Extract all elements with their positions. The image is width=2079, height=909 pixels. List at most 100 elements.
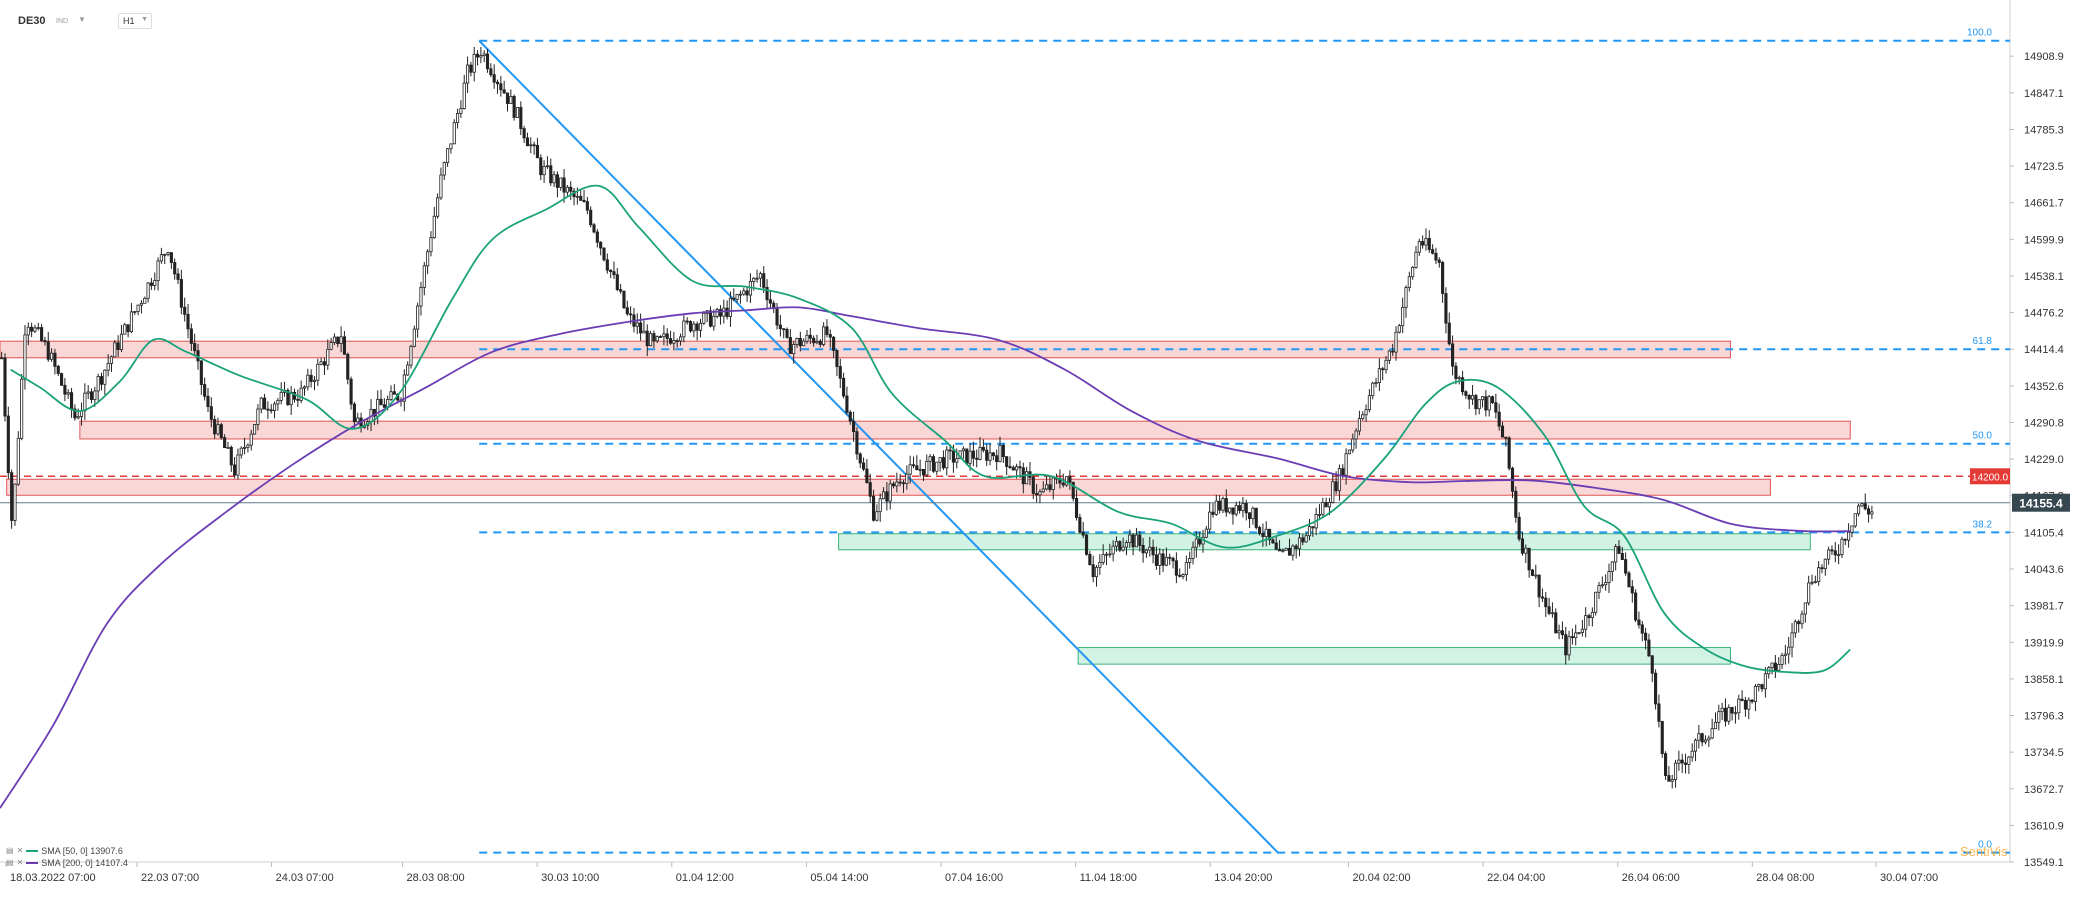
candle-body <box>485 53 490 70</box>
candle-body <box>406 364 410 376</box>
candle-body <box>1384 359 1388 371</box>
close-icon[interactable]: ✕ <box>16 858 24 867</box>
candle-body <box>1770 662 1774 669</box>
candle-body <box>895 481 899 487</box>
candle-body <box>798 338 802 347</box>
candle-body <box>173 262 177 275</box>
candle-body <box>179 279 183 308</box>
candle-body <box>30 326 34 332</box>
candle-body <box>223 437 227 449</box>
time-tick-label: 28.04 08:00 <box>1756 872 1814 884</box>
candle-body <box>935 461 939 472</box>
candle-body <box>1820 567 1824 570</box>
candle-body <box>1431 249 1435 254</box>
candle-body <box>1041 488 1045 493</box>
candle-body <box>599 241 603 249</box>
candle-body <box>209 406 213 420</box>
candle-body <box>1035 493 1039 496</box>
candle-body <box>1248 512 1252 520</box>
candle-body <box>1154 554 1158 566</box>
chevron-down-icon[interactable]: ▼ <box>78 15 86 24</box>
resistance-zone <box>0 340 1731 359</box>
candle-body <box>635 322 639 327</box>
candle-body <box>1174 560 1178 576</box>
candle-body <box>133 311 137 313</box>
candle-body <box>1457 377 1461 380</box>
candle-body <box>109 356 114 364</box>
candle-body <box>53 352 57 367</box>
candle-body <box>352 403 356 423</box>
symbol-label[interactable]: DE30 <box>18 15 46 27</box>
candle-body <box>695 323 699 331</box>
candle-body <box>1321 502 1325 515</box>
candle-body <box>306 374 310 388</box>
candle-body <box>1640 624 1644 634</box>
candle-body <box>462 82 466 109</box>
candle-body <box>143 297 147 304</box>
close-icon[interactable]: ✕ <box>16 846 24 855</box>
support-zone <box>1077 647 1731 665</box>
price-tick-label: 14785.3 <box>2024 124 2064 136</box>
candle-body <box>1228 507 1232 513</box>
candle-body <box>1697 733 1701 741</box>
candle-body <box>1823 558 1827 570</box>
candle-body <box>1341 468 1345 476</box>
candle-body <box>1817 567 1821 583</box>
candle-body <box>582 199 586 202</box>
candle-body <box>1241 503 1245 511</box>
candle-body <box>1134 534 1139 548</box>
candle-body <box>1467 395 1471 400</box>
candle-body <box>409 345 413 366</box>
candle-body <box>925 460 929 476</box>
candle-body <box>951 450 955 463</box>
candle-body <box>1397 325 1401 333</box>
candle-body <box>392 391 396 395</box>
timeframe-select[interactable]: H1 ▼ <box>118 13 152 29</box>
candle-body <box>891 483 896 487</box>
candle-body <box>216 424 220 435</box>
legend-row-sma50[interactable]: ▤ ✕ SMA [50, 0] 13907.6 <box>6 845 128 857</box>
candle-body <box>1427 238 1431 250</box>
candle-body <box>965 448 969 464</box>
sma200-swatch <box>26 862 39 864</box>
legend-row-sma200[interactable]: ▤ ✕ SMA [200, 0] 14107.4 <box>6 857 128 869</box>
candle-body <box>832 336 836 351</box>
candle-body <box>1830 549 1834 552</box>
settings-icon[interactable]: ▤ <box>6 846 14 855</box>
candle-body <box>622 290 626 309</box>
candle-body <box>272 403 277 411</box>
candle-body <box>1644 632 1648 641</box>
time-tick-label: 26.04 06:00 <box>1622 872 1680 884</box>
candle-body <box>565 186 569 193</box>
chevron-down-icon[interactable]: ▼ <box>141 16 148 23</box>
candle-body <box>1574 632 1578 639</box>
candle-body <box>1727 707 1731 722</box>
candle-body <box>812 337 816 344</box>
fibonacci-level-label: 0.0 <box>1978 840 1992 851</box>
candle-body <box>1164 556 1168 566</box>
candle-body <box>276 399 280 405</box>
price-tick-label: 14290.8 <box>2024 417 2064 429</box>
candle-body <box>56 365 60 374</box>
candle-body <box>1620 553 1624 560</box>
legend-label-sma200: SMA [200, 0] 14107.4 <box>41 858 128 868</box>
settings-icon[interactable]: ▤ <box>6 858 14 867</box>
price-tick-label: 13981.7 <box>2024 601 2064 613</box>
time-tick-label: 20.04 02:00 <box>1352 872 1410 884</box>
candle-body <box>472 53 476 73</box>
candle-body <box>712 315 716 327</box>
candle-body <box>442 162 446 176</box>
candle-body <box>469 64 473 73</box>
price-tick-label: 14414.4 <box>2024 344 2064 356</box>
candle-body <box>1381 368 1385 371</box>
candle-body <box>822 326 826 345</box>
candle-body <box>1267 528 1272 541</box>
candle-body <box>1074 498 1079 518</box>
candle-body <box>1434 252 1438 261</box>
candle-body <box>456 112 460 124</box>
candle-body <box>1564 634 1568 656</box>
candle-body <box>20 378 24 439</box>
candle-body <box>1790 632 1794 648</box>
candle-body <box>1723 707 1728 722</box>
